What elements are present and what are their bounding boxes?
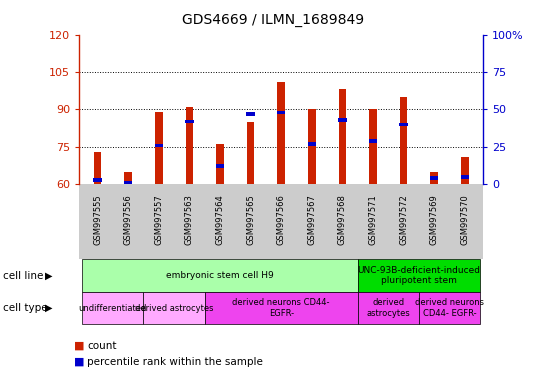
Text: ■: ■: [74, 357, 84, 367]
Bar: [400, 97, 407, 184]
Bar: [185, 119, 194, 123]
Bar: [400, 122, 408, 126]
Bar: [186, 107, 193, 184]
Bar: [339, 89, 346, 184]
Bar: [93, 178, 102, 182]
Bar: [461, 175, 469, 179]
Text: derived neurons
CD44- EGFR-: derived neurons CD44- EGFR-: [415, 298, 484, 318]
Text: derived astrocytes: derived astrocytes: [135, 304, 213, 313]
Text: derived neurons CD44-
EGFR-: derived neurons CD44- EGFR-: [233, 298, 330, 318]
Text: embryonic stem cell H9: embryonic stem cell H9: [166, 271, 274, 280]
Bar: [155, 112, 163, 184]
Text: cell line: cell line: [3, 270, 43, 281]
Text: derived
astrocytes: derived astrocytes: [366, 298, 410, 318]
Bar: [369, 109, 377, 184]
Bar: [124, 172, 132, 184]
Bar: [461, 157, 468, 184]
Text: ■: ■: [74, 341, 84, 351]
Bar: [247, 122, 254, 184]
Text: ▶: ▶: [45, 303, 52, 313]
Bar: [430, 177, 438, 180]
Bar: [246, 112, 255, 116]
Text: ▶: ▶: [45, 270, 52, 281]
Text: count: count: [87, 341, 117, 351]
Text: UNC-93B-deficient-induced
pluripotent stem: UNC-93B-deficient-induced pluripotent st…: [358, 266, 480, 285]
Bar: [369, 139, 377, 143]
Text: percentile rank within the sample: percentile rank within the sample: [87, 357, 263, 367]
Bar: [155, 144, 163, 147]
Bar: [307, 142, 316, 146]
Bar: [338, 118, 347, 122]
Bar: [216, 144, 224, 184]
Bar: [124, 181, 132, 185]
Bar: [216, 164, 224, 168]
Text: cell type: cell type: [3, 303, 48, 313]
Text: GDS4669 / ILMN_1689849: GDS4669 / ILMN_1689849: [182, 13, 364, 27]
Bar: [277, 82, 285, 184]
Bar: [94, 152, 102, 184]
Bar: [277, 111, 286, 114]
Text: undifferentiated: undifferentiated: [79, 304, 147, 313]
Bar: [308, 109, 316, 184]
Bar: [430, 172, 438, 184]
